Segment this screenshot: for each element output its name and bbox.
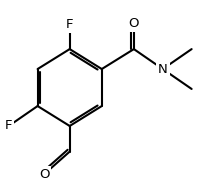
Text: F: F [5,120,12,132]
Text: N: N [158,63,168,75]
Text: F: F [66,18,73,31]
Text: O: O [129,17,139,30]
Text: O: O [39,168,49,181]
